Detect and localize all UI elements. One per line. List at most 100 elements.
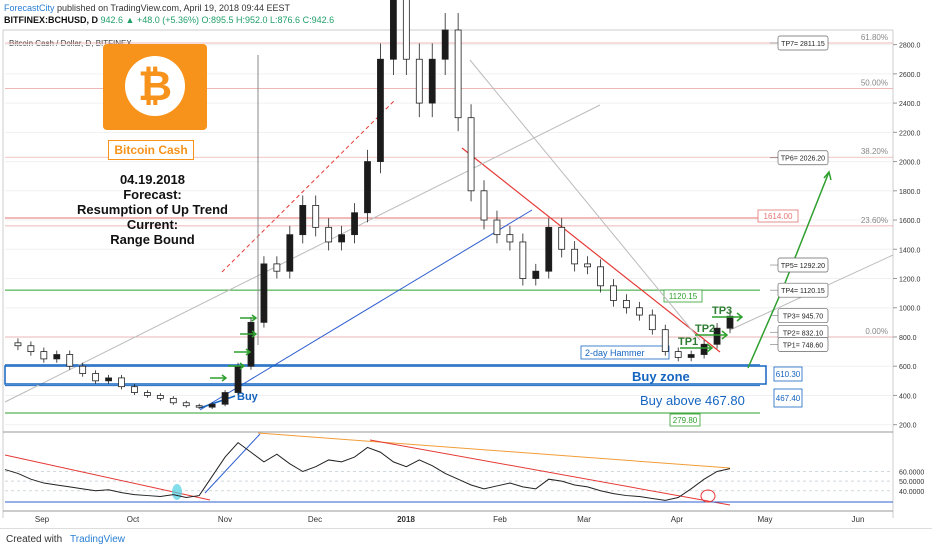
time-tick-label: Mar: [577, 515, 591, 524]
price-tick-label: 2400.0: [899, 101, 921, 108]
candle-body: [648, 314, 656, 331]
buy-zone-box: [4, 365, 767, 385]
hammer-box: [580, 345, 670, 360]
candle-body: [441, 29, 449, 60]
rising-trendline: [199, 209, 533, 411]
logo-label: Bitcoin Cash: [108, 140, 194, 160]
candle-body: [610, 285, 617, 301]
target-label: TP1= 748.60: [783, 342, 823, 349]
candle-body: [726, 315, 734, 329]
candle-body: [40, 351, 48, 360]
candle-body: [377, 58, 384, 162]
footer: Created with TradingView: [0, 528, 932, 551]
candle-body: [221, 392, 229, 405]
ind-trendline-2: [257, 432, 731, 469]
chart-svg[interactable]: Bitcoin Cash / Dollar, D, BITFINEX 61.80…: [0, 0, 932, 528]
candle-body: [661, 329, 669, 353]
created-with-text: Created with: [6, 534, 63, 545]
fib-label: 23.60%: [861, 216, 888, 225]
channel-line: [4, 104, 601, 403]
candle-body: [92, 373, 100, 382]
candle-body: [415, 58, 423, 104]
candle-body: [14, 342, 22, 347]
candle-body: [558, 226, 566, 250]
target-callouts: TP7= 2811.15 TP6= 2026.20 TP5= 1292.20 TP4=…: [770, 35, 829, 352]
level-label: 1120.15: [669, 292, 698, 301]
candle-body: [454, 29, 462, 119]
chart-title: Bitcoin Cash / Dollar, D, BITFINEX: [9, 39, 132, 48]
time-tick-label: Nov: [218, 515, 232, 524]
candle-body: [532, 270, 540, 279]
entry-arrow: [210, 374, 228, 382]
target-label: TP4= 1120.15: [781, 288, 825, 295]
price-tick-label: 1000.0: [899, 306, 921, 313]
entry-arrow: [234, 348, 252, 356]
fib-label: 0.00%: [865, 327, 888, 336]
candle-body: [519, 241, 527, 279]
level-label: 1614.00: [764, 212, 793, 221]
candle-body: [260, 263, 268, 323]
symbol-text: BITFINEX:BCHUSD, D: [4, 15, 98, 25]
time-tick-label: Dec: [308, 515, 322, 524]
price-tick-label: 1200.0: [899, 277, 921, 284]
time-axis: Sep Oct Nov Dec 2018 Feb Mar Apr May Jun: [35, 515, 865, 524]
candle-body: [182, 402, 190, 407]
candle-body: [208, 403, 216, 408]
time-tick-label: 2018: [397, 515, 415, 524]
current-heading: Current:: [126, 217, 179, 232]
forecast-heading: Forecast:: [123, 187, 182, 202]
price-tick-label: 2600.0: [899, 72, 921, 79]
dashed-trendline: [221, 99, 396, 273]
entry-arrows: [210, 312, 744, 382]
entry-arrow: [240, 314, 258, 322]
ind-trendline-4: [204, 433, 261, 494]
price-tick-label: 2200.0: [899, 130, 921, 137]
tp3-label: TP3: [712, 305, 732, 317]
price-tick-label: 200.0: [899, 423, 917, 430]
fib-label: 50.00%: [861, 78, 888, 87]
tradingview-link[interactable]: TradingView: [70, 534, 126, 545]
bitcoin-cash-logo: ₿: [103, 44, 207, 130]
candle-body: [713, 327, 721, 345]
entry-arrow: [240, 330, 258, 338]
candle-body: [623, 300, 630, 309]
candle-body: [571, 248, 579, 265]
level-box: [773, 388, 803, 408]
price-tick-label: 1600.0: [899, 218, 921, 225]
candle-body: [428, 58, 436, 104]
level-box: [669, 413, 701, 427]
indicator-axis: 40.0000 50.0000 60.0000: [899, 470, 924, 496]
candle-body: [286, 234, 294, 272]
forecast-value: Resumption of Up Trend: [77, 202, 228, 217]
target-box: [777, 282, 829, 298]
buy-zone-label: Buy zone: [632, 369, 690, 384]
tp1-label: TP1: [678, 336, 698, 348]
price-axis: 200.0 400.0 600.0 800.0 1000.0 1200.0 1400.0 16…: [893, 43, 921, 430]
candle-body: [247, 321, 255, 367]
forecast-date: 04.19.2018: [119, 172, 186, 187]
price-tick-label: 800.0: [899, 335, 917, 342]
site-link[interactable]: ForecastCity: [4, 3, 55, 13]
candle-body: [493, 219, 501, 236]
candle-body: [687, 354, 695, 358]
published-text: published on TradingView.com, April 19, …: [57, 3, 291, 13]
candle-body: [467, 117, 475, 192]
target-label: TP7= 2811.15: [781, 41, 825, 48]
candle-body: [402, 0, 410, 60]
price-tick-label: 1800.0: [899, 189, 921, 196]
ind-highlight: [172, 484, 182, 500]
projection-arrowhead: [823, 170, 832, 181]
current-value: Range Bound: [110, 232, 195, 247]
projection-arrow-1: [747, 287, 784, 369]
candle-body: [118, 377, 125, 388]
time-tick-label: Oct: [127, 515, 140, 524]
level-label: 610.30: [776, 370, 801, 379]
falling-trendline: [461, 147, 721, 353]
entry-arrow: [228, 362, 246, 370]
target-label: TP2= 832.10: [783, 330, 823, 337]
candle-body: [325, 226, 333, 243]
tp-arrow: [680, 343, 714, 353]
target-box: [777, 308, 829, 324]
indicator-grid: [5, 471, 893, 492]
candle-body: [674, 351, 682, 358]
